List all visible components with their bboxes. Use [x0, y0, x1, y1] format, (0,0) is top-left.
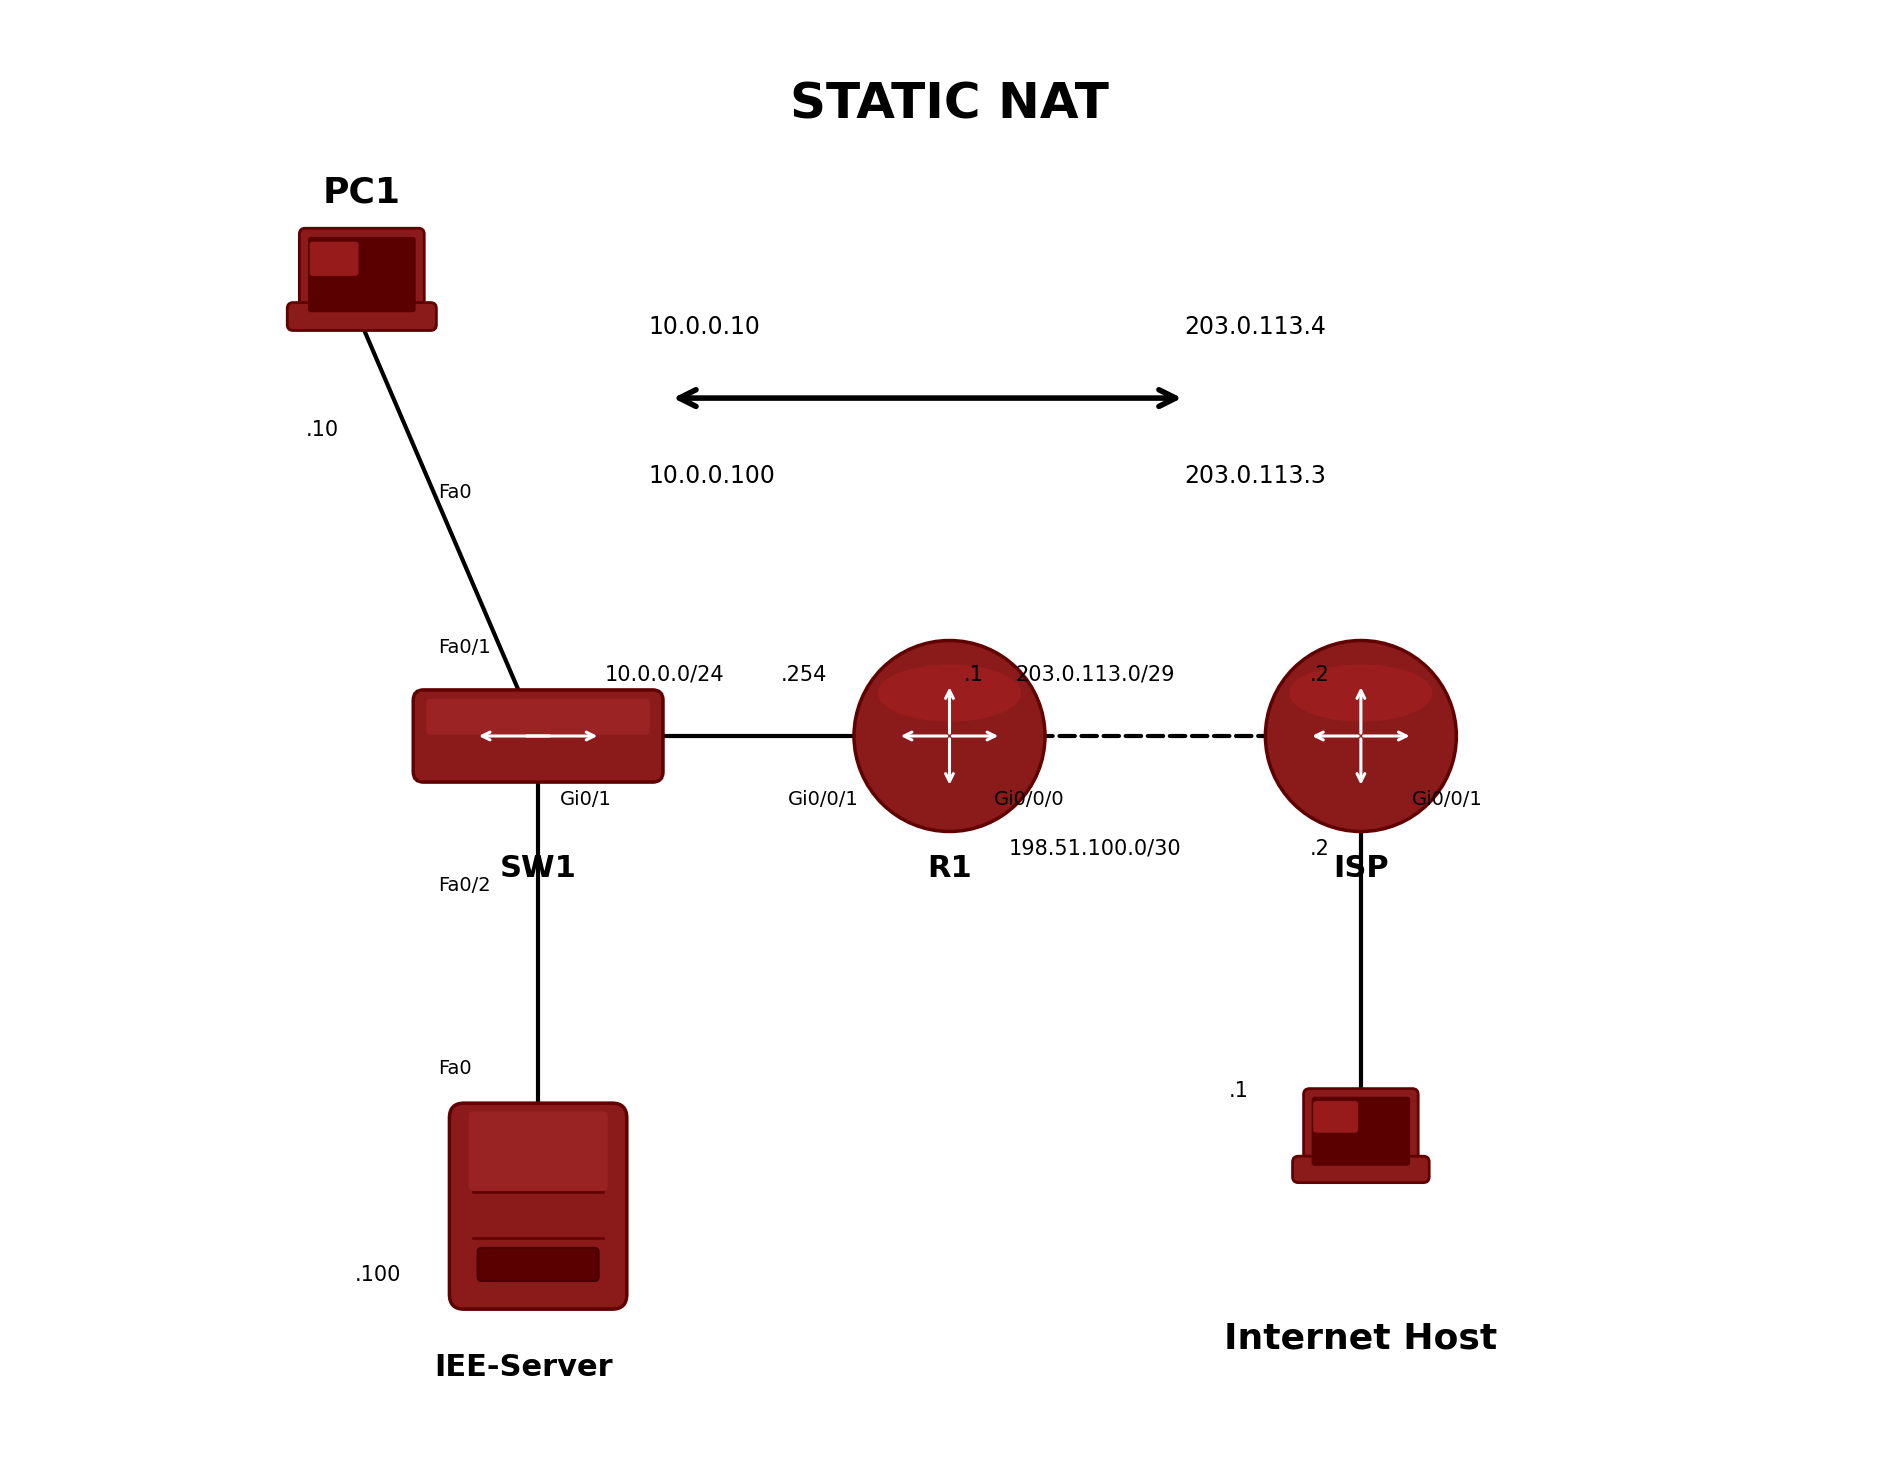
Text: 203.0.113.4: 203.0.113.4 [1184, 315, 1325, 340]
Text: .2: .2 [1310, 664, 1329, 684]
Ellipse shape [877, 664, 1021, 721]
Text: Gi0/0/0: Gi0/0/0 [993, 790, 1063, 810]
Text: STATIC NAT: STATIC NAT [790, 81, 1108, 128]
FancyBboxPatch shape [1312, 1097, 1410, 1166]
Text: PC1: PC1 [323, 175, 400, 209]
Text: .100: .100 [355, 1264, 400, 1285]
FancyBboxPatch shape [469, 1111, 607, 1191]
FancyBboxPatch shape [1293, 1156, 1429, 1182]
Text: Gi0/0/1: Gi0/0/1 [788, 790, 858, 810]
Text: IEE-Server: IEE-Server [435, 1353, 613, 1382]
FancyBboxPatch shape [1313, 1101, 1357, 1132]
Text: Fa0/1: Fa0/1 [438, 637, 490, 657]
Text: Gi0/0/1: Gi0/0/1 [1412, 790, 1482, 810]
FancyBboxPatch shape [414, 690, 662, 782]
Text: R1: R1 [926, 854, 972, 883]
Text: 10.0.0.0/24: 10.0.0.0/24 [604, 664, 723, 684]
FancyBboxPatch shape [450, 1103, 626, 1309]
Text: 198.51.100.0/30: 198.51.100.0/30 [1008, 839, 1181, 858]
Text: .1: .1 [962, 664, 983, 684]
Circle shape [1264, 640, 1456, 832]
Ellipse shape [1289, 664, 1431, 721]
FancyBboxPatch shape [1302, 1089, 1418, 1173]
FancyBboxPatch shape [300, 228, 423, 321]
Text: Fa0: Fa0 [438, 1060, 471, 1078]
Text: 10.0.0.10: 10.0.0.10 [647, 315, 759, 340]
Text: .254: .254 [780, 664, 826, 684]
Text: .2: .2 [1310, 839, 1329, 858]
Text: 203.0.113.3: 203.0.113.3 [1184, 464, 1325, 489]
FancyBboxPatch shape [427, 699, 649, 735]
Text: ISP: ISP [1332, 854, 1387, 883]
Text: Fa0: Fa0 [438, 483, 471, 502]
Text: Internet Host: Internet Host [1224, 1322, 1498, 1356]
Text: Fa0/2: Fa0/2 [438, 876, 490, 895]
Text: SW1: SW1 [499, 854, 577, 883]
FancyBboxPatch shape [307, 237, 416, 312]
Text: 10.0.0.100: 10.0.0.100 [647, 464, 774, 489]
FancyBboxPatch shape [476, 1248, 598, 1281]
Text: .10: .10 [306, 420, 340, 440]
Text: 203.0.113.0/29: 203.0.113.0/29 [1015, 664, 1175, 684]
FancyBboxPatch shape [287, 303, 437, 331]
FancyBboxPatch shape [309, 241, 359, 275]
Text: Gi0/1: Gi0/1 [560, 790, 611, 810]
Text: .1: .1 [1228, 1082, 1247, 1101]
Circle shape [854, 640, 1044, 832]
